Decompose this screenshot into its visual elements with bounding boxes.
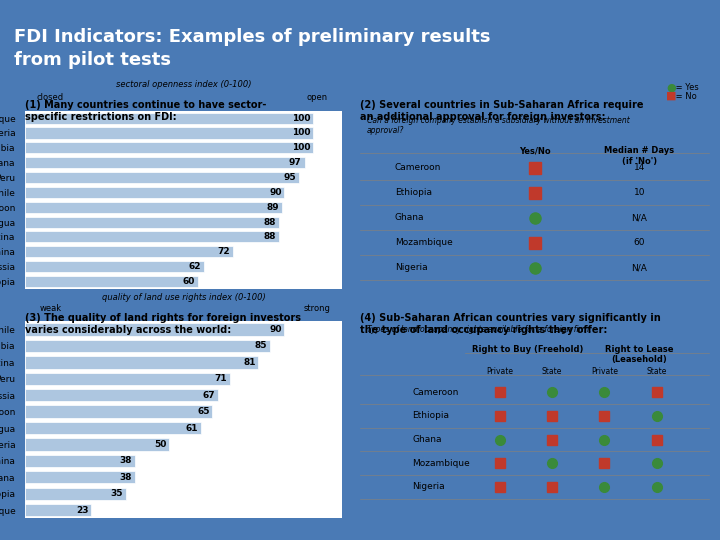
Text: FDI Indicators: Examples of preliminary results
from pilot tests: FDI Indicators: Examples of preliminary … [14, 29, 491, 69]
Text: 38: 38 [120, 456, 132, 465]
Text: ■: ■ [666, 91, 677, 101]
Text: Mozambique: Mozambique [395, 238, 453, 247]
Text: 90: 90 [269, 325, 282, 334]
Text: 14: 14 [634, 163, 645, 172]
Text: strong: strong [303, 305, 330, 313]
Text: Ethiopia: Ethiopia [413, 411, 449, 421]
Bar [25, 455, 135, 467]
Text: Ethiopia: Ethiopia [395, 188, 432, 197]
Bar [25, 157, 305, 168]
Bar [25, 112, 313, 124]
Text: 50: 50 [154, 440, 166, 449]
Bar [25, 127, 313, 139]
Text: 97: 97 [289, 158, 302, 167]
Bar [25, 261, 204, 272]
Text: closed: closed [37, 93, 64, 102]
Bar [25, 488, 126, 500]
Text: 65: 65 [197, 407, 210, 416]
Text: Ghana: Ghana [413, 435, 442, 444]
Text: 95: 95 [283, 173, 296, 182]
Text: Right to Buy (Freehold): Right to Buy (Freehold) [472, 345, 583, 354]
Text: State: State [542, 367, 562, 376]
Text: Nigeria: Nigeria [395, 263, 428, 272]
Text: 61: 61 [186, 423, 198, 433]
Text: 23: 23 [76, 505, 89, 515]
Text: State: State [647, 367, 667, 376]
Text: Median # Days
(if 'No'): Median # Days (if 'No') [604, 146, 675, 166]
Text: Types of land occupancy rights available for a foreign firm:: Types of land occupancy rights available… [367, 325, 592, 334]
Text: Right to Lease
(Leasehold): Right to Lease (Leasehold) [605, 345, 674, 364]
Text: N/A: N/A [631, 263, 647, 272]
Bar [25, 187, 284, 198]
Text: open: open [306, 93, 327, 102]
Bar [25, 504, 91, 516]
Text: Private: Private [486, 367, 513, 376]
Text: 88: 88 [264, 218, 276, 227]
Text: 35: 35 [111, 489, 123, 498]
Text: = No: = No [673, 92, 697, 100]
Bar [25, 142, 313, 153]
Text: Mozambique: Mozambique [413, 458, 470, 468]
Text: 72: 72 [217, 247, 230, 256]
Text: weak: weak [40, 305, 62, 313]
Text: (1) Many countries continue to have sector-
specific restrictions on FDI:: (1) Many countries continue to have sect… [25, 100, 266, 122]
Text: Nigeria: Nigeria [413, 482, 445, 491]
Text: 100: 100 [292, 113, 310, 123]
Text: (3) The quality of land rights for foreign investors
varies considerably across : (3) The quality of land rights for forei… [25, 313, 301, 335]
Text: 71: 71 [214, 374, 227, 383]
Text: 85: 85 [255, 341, 267, 350]
Text: 38: 38 [120, 473, 132, 482]
Bar [25, 373, 230, 385]
Text: 10: 10 [634, 188, 645, 197]
Text: 90: 90 [269, 188, 282, 197]
Text: (2) Several countries in Sub-Saharan Africa require
an additional approval for f: (2) Several countries in Sub-Saharan Afr… [360, 100, 644, 122]
Text: 62: 62 [189, 262, 201, 271]
Bar [25, 471, 135, 483]
Text: 81: 81 [243, 358, 256, 367]
Text: 100: 100 [292, 129, 310, 138]
Bar [25, 438, 169, 451]
Text: quality of land use rights index (0-100): quality of land use rights index (0-100) [102, 293, 266, 301]
Bar [25, 356, 258, 368]
Bar [25, 201, 282, 213]
Bar [25, 389, 218, 401]
Text: 88: 88 [264, 232, 276, 241]
Bar [25, 340, 270, 352]
Bar [25, 231, 279, 242]
Text: 89: 89 [266, 202, 279, 212]
Text: (4) Sub-Saharan African countries vary significantly in
the type of land occupan: (4) Sub-Saharan African countries vary s… [360, 313, 661, 335]
Bar [25, 323, 284, 336]
Text: Yes/No: Yes/No [519, 146, 550, 156]
Text: 67: 67 [202, 391, 215, 400]
Text: Ghana: Ghana [395, 213, 424, 222]
Text: 60: 60 [634, 238, 645, 247]
Text: ●: ● [666, 83, 676, 92]
Bar [25, 276, 198, 287]
Text: = Yes: = Yes [673, 83, 699, 92]
Text: Cameroon: Cameroon [395, 163, 441, 172]
Text: sectoral openness index (0-100): sectoral openness index (0-100) [116, 80, 251, 89]
Text: Private: Private [591, 367, 618, 376]
Text: 60: 60 [183, 277, 195, 286]
Bar [25, 406, 212, 418]
Text: N/A: N/A [631, 213, 647, 222]
Bar [25, 246, 233, 258]
Bar [25, 217, 279, 228]
Bar [25, 422, 201, 434]
Text: Cameroon: Cameroon [413, 388, 459, 397]
Text: Can a foreign company establish a subsidiary without an Investment
approval?: Can a foreign company establish a subsid… [367, 116, 630, 136]
Text: 100: 100 [292, 143, 310, 152]
Bar [25, 172, 299, 183]
